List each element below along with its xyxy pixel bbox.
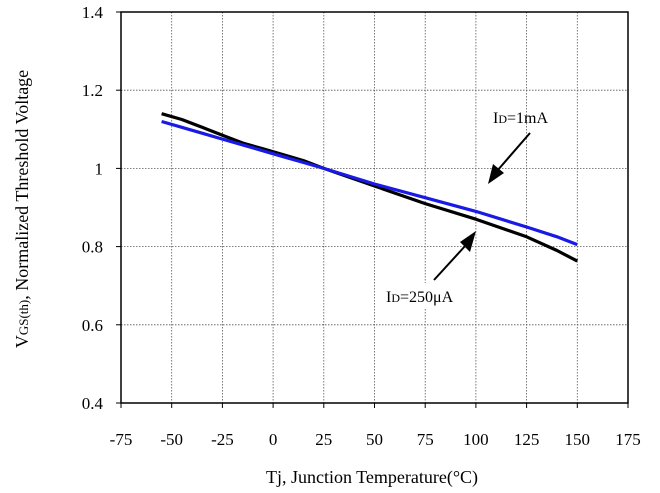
annotation-id-1ma: ID=1mA [493,110,548,127]
series-line-id-250ua [161,112,579,263]
annotation-id-250ua: ID=250μA [386,289,454,306]
tick-labels: -75 -50 -25 0 25 50 75 100 125 150 175 0.4 0.6 0.8 1 1.… [82,3,641,449]
x-tick-label: 50 [366,430,383,449]
x-axis-title: Tj, Junction Temperature(°C) [266,467,478,488]
x-tick-label: -75 [110,430,133,449]
x-tick-label: 150 [565,430,591,449]
y-tick-label: 1.2 [82,81,103,100]
series-lines [161,112,579,263]
arrow-to-1ma-curve [488,132,531,184]
x-tick-label: 25 [315,430,332,449]
y-tick-label: 1 [95,159,104,178]
y-tick-label: 0.8 [82,238,103,257]
y-tick-label: 0.6 [82,316,103,335]
x-tick-label: 75 [417,430,434,449]
arrow-to-250ua-curve [433,231,476,281]
annotation-background [380,283,458,309]
grid [121,12,628,403]
y-tick-label: 0.4 [82,394,104,413]
y-axis-title: VGS(th), Normalized Threshold Voltage [12,70,32,348]
x-tick-label: -50 [160,430,183,449]
x-tick-label: -25 [211,430,234,449]
y-tick-label: 1.4 [82,3,104,22]
x-tick-label: 175 [615,430,641,449]
series-line-id-1ma [161,119,578,247]
x-tick-label: 125 [514,430,540,449]
x-tick-label: 0 [269,430,278,449]
x-tick-label: 100 [463,430,489,449]
